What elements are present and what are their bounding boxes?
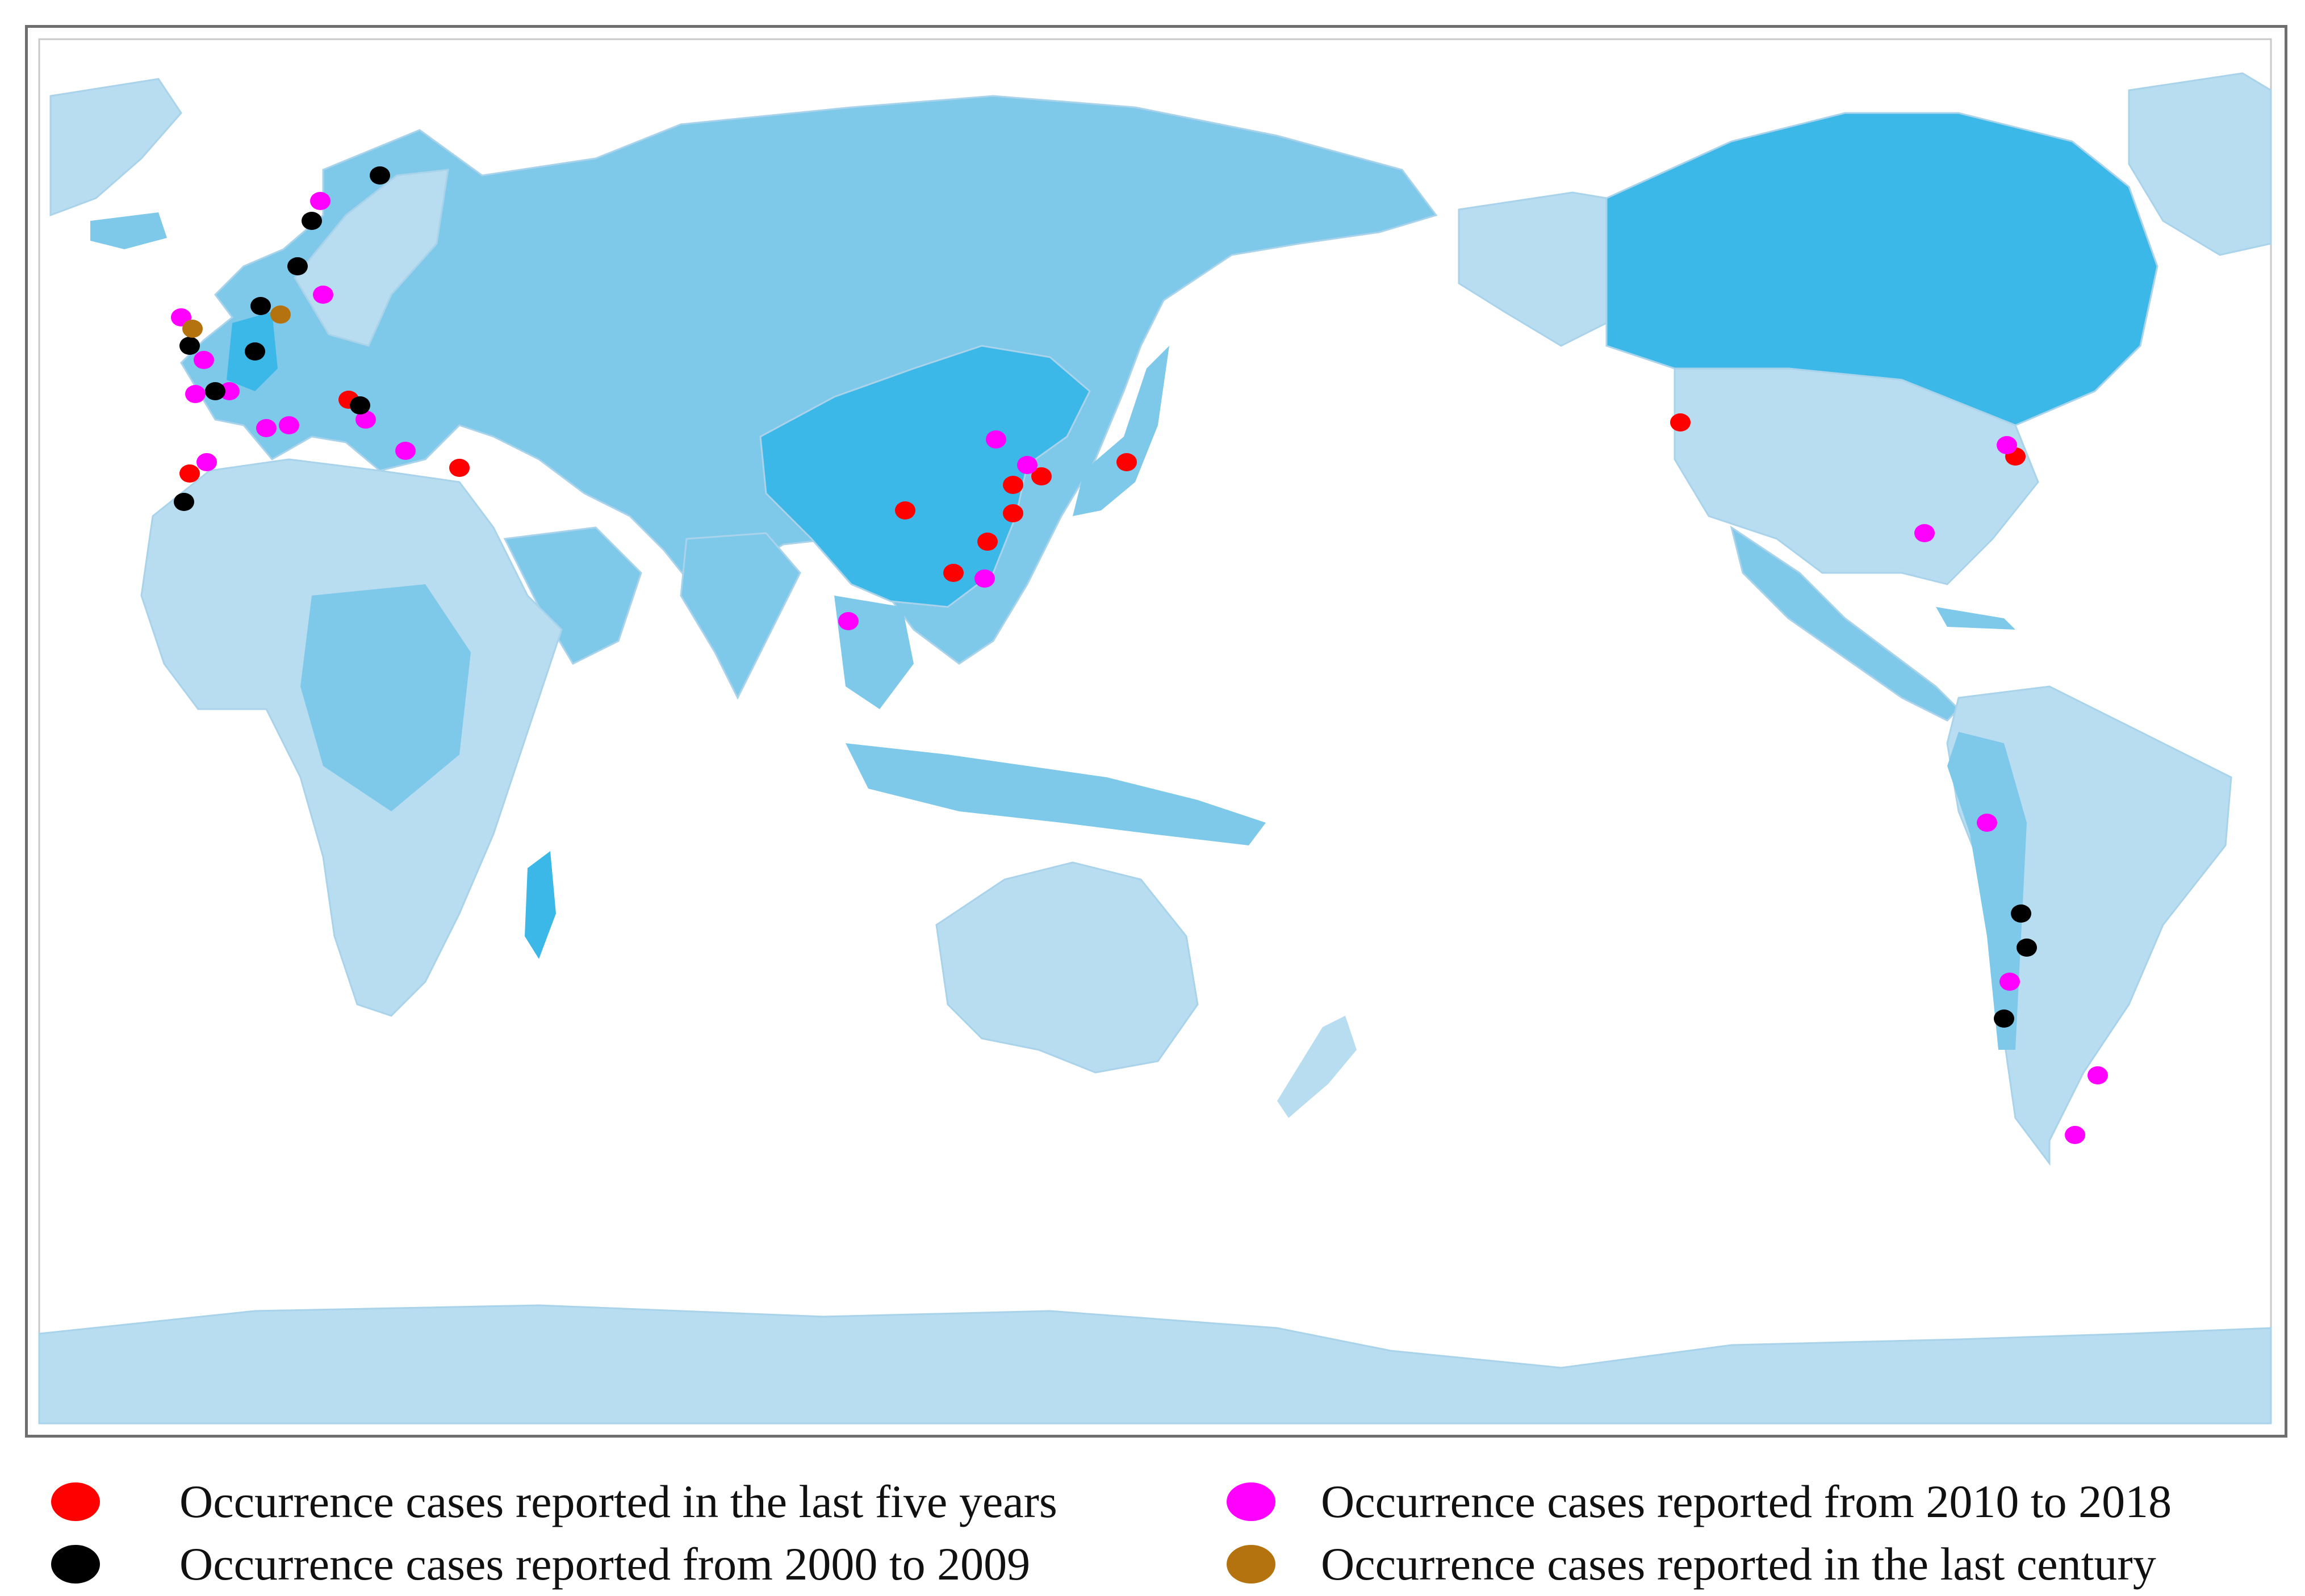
marker-recent bbox=[895, 501, 915, 520]
caribbean-land bbox=[1936, 607, 2015, 630]
marker-2000-2009 bbox=[245, 342, 265, 361]
marker-2010-2018 bbox=[1017, 456, 1038, 474]
japan-land bbox=[1073, 346, 1169, 516]
legend-label-recent: Occurrence cases reported in the last fi… bbox=[179, 1476, 1057, 1527]
marker-2010-2018 bbox=[395, 442, 416, 460]
legend-item-recent: Occurrence cases reported in the last fi… bbox=[51, 1471, 1057, 1533]
usa-land bbox=[1674, 367, 2039, 585]
marker-2000-2009 bbox=[179, 337, 200, 355]
legend-label-2010-2018: Occurrence cases reported from 2010 to 2… bbox=[1321, 1476, 2172, 1527]
marker-2010-2018 bbox=[1914, 524, 1935, 542]
marker-2010-2018 bbox=[310, 192, 331, 210]
marker-2000-2009 bbox=[205, 382, 225, 400]
legend-dot-red bbox=[51, 1482, 100, 1521]
marker-2010-2018 bbox=[2065, 1126, 2085, 1144]
antarctica-land bbox=[38, 1304, 2272, 1425]
marker-2010-2018 bbox=[196, 453, 217, 471]
marker-2010-2018 bbox=[2088, 1066, 2108, 1084]
china-land bbox=[759, 345, 1091, 608]
marker-2010-2018 bbox=[355, 410, 376, 429]
legend-dot-magenta bbox=[1227, 1482, 1275, 1521]
legend-item-last-century: Occurrence cases reported in the last ce… bbox=[1227, 1533, 2156, 1595]
marker-last-century bbox=[270, 305, 291, 324]
alaska-land bbox=[1458, 191, 1608, 347]
marker-2010-2018 bbox=[279, 416, 299, 434]
marker-2000-2009 bbox=[302, 212, 322, 230]
marker-recent bbox=[1031, 467, 1052, 485]
central-america-land bbox=[1730, 525, 1960, 722]
marker-recent bbox=[977, 533, 998, 551]
marker-last-century bbox=[182, 320, 203, 338]
legend-item-2000-2009: Occurrence cases reported from 2000 to 2… bbox=[51, 1533, 1030, 1595]
marker-2000-2009 bbox=[2011, 904, 2031, 923]
marker-2010-2018 bbox=[974, 569, 995, 588]
legend-item-2010-2018: Occurrence cases reported from 2010 to 2… bbox=[1227, 1471, 2172, 1533]
marker-recent bbox=[1003, 504, 1023, 522]
greenland-east-land bbox=[2128, 72, 2272, 256]
marker-2010-2018 bbox=[313, 286, 333, 304]
andes-west-land bbox=[1947, 732, 2027, 1050]
legend-dot-black bbox=[51, 1545, 100, 1584]
marker-recent bbox=[1003, 476, 1023, 494]
legend-label-2000-2009: Occurrence cases reported from 2000 to 2… bbox=[179, 1538, 1031, 1590]
marker-2010-2018 bbox=[1999, 973, 2020, 991]
marker-2010-2018 bbox=[838, 612, 859, 630]
indonesia-land bbox=[846, 743, 1266, 845]
australia-land bbox=[935, 861, 1199, 1074]
marker-2000-2009 bbox=[2017, 939, 2037, 957]
marker-2000-2009 bbox=[250, 297, 271, 315]
marker-2010-2018 bbox=[256, 419, 277, 437]
marker-2000-2009 bbox=[287, 257, 308, 275]
new-zealand-land bbox=[1277, 1016, 1357, 1118]
marker-2010-2018 bbox=[185, 385, 206, 403]
marker-recent bbox=[449, 459, 470, 477]
marker-recent bbox=[943, 564, 964, 582]
greenland-west-land bbox=[49, 78, 182, 217]
marker-2010-2018 bbox=[986, 430, 1006, 449]
map-legend: Occurrence cases reported in the last fi… bbox=[0, 1453, 2305, 1590]
marker-2000-2009 bbox=[370, 166, 390, 185]
marker-recent bbox=[1116, 453, 1137, 471]
marker-2000-2009 bbox=[1994, 1009, 2014, 1028]
legend-label-last-century: Occurrence cases reported in the last ce… bbox=[1321, 1538, 2156, 1590]
marker-2000-2009 bbox=[350, 396, 370, 414]
occurrence-markers bbox=[171, 166, 2108, 1144]
marker-2010-2018 bbox=[219, 382, 240, 400]
marker-2010-2018 bbox=[1997, 436, 2017, 454]
central-africa-land bbox=[300, 584, 471, 811]
madagascar-land bbox=[525, 851, 556, 959]
marker-recent bbox=[179, 464, 200, 483]
marker-recent bbox=[1670, 413, 1691, 432]
iceland-land bbox=[90, 212, 167, 249]
india-land bbox=[680, 532, 801, 700]
marker-2010-2018 bbox=[1977, 814, 1997, 832]
marker-2010-2018 bbox=[194, 351, 214, 369]
marker-2000-2009 bbox=[174, 493, 194, 511]
world-map bbox=[25, 25, 2287, 1438]
map-canvas bbox=[38, 38, 2272, 1425]
legend-dot-brown bbox=[1227, 1545, 1275, 1584]
scandinavia-land bbox=[294, 169, 449, 347]
